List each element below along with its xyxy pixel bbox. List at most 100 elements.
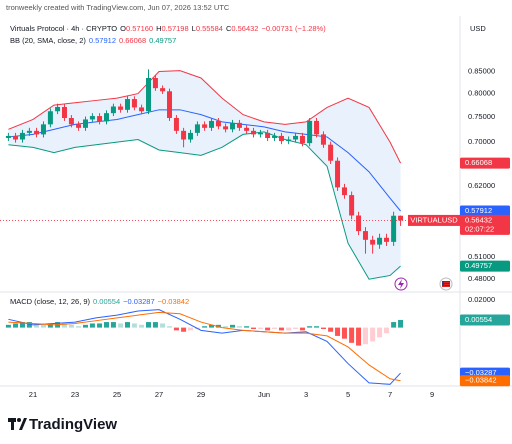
ohlc-key: H [156,24,162,33]
candle-body [97,116,103,122]
macd-label: −0.03842 [465,376,497,385]
histogram-bar [223,326,229,328]
histogram-bar [349,327,355,343]
macd-legend: MACD (close, 12, 26, 9) 0.00554 −0.03287−… [10,297,189,306]
bb-value: 0.66068 [119,36,147,45]
candle-body [209,120,215,128]
histogram-bar [257,327,263,329]
candle-body [68,117,74,125]
ohlc-value: 0.56432 [231,24,259,33]
histogram-bar [272,327,278,329]
candle-body [19,132,25,140]
histogram-bar [293,327,299,329]
candle-body [278,135,284,142]
candle-body [167,91,173,118]
y-tick-label: 0.02000 [468,295,495,304]
symbol-legend: Virtuals Protocol · 4h · CRYPTO O 0.57160… [10,24,326,33]
candle-body [272,135,278,138]
candle-body [26,130,32,133]
candle-body [55,106,61,112]
bb-label: 0.49757 [465,261,492,270]
histogram-bar [167,326,173,328]
histogram-bar [202,326,208,328]
histogram-bar [299,327,305,331]
last-price-label: 0.56432 [465,215,492,224]
histogram-bar [370,327,376,342]
histogram-bar [383,327,389,334]
candle-body [265,132,271,138]
histogram-bar [209,324,215,328]
candle-body [349,195,355,216]
y-tick-label: 0.85000 [468,67,495,76]
symbol-tag: VIRTUALUSD [410,215,458,224]
candle-body [314,120,320,135]
indicator-title: BB (20, SMA, close, 2) [10,36,86,45]
candle-body [103,113,109,122]
countdown: 02:07:22 [465,224,494,233]
histogram-bar [278,327,284,331]
bb-box [460,260,510,272]
candle-body [370,239,376,245]
macd-line [8,311,401,382]
bb-legend: BB (20, SMA, close, 2) 0.57912 0.66068 0.4… [10,36,176,45]
histogram-bar [146,322,152,328]
y-tick-label: 0.80000 [468,89,495,98]
candle-body [131,99,137,108]
histogram-label: 0.00554 [465,315,492,324]
bb-line [8,70,402,164]
watermark-header: tronweekly created with TradingView.com,… [6,3,230,12]
histogram-bar [362,327,368,345]
histogram-box [460,314,510,326]
histogram-bar [139,324,145,328]
histogram-bar [314,326,320,328]
x-tick-label: 21 [29,390,37,399]
candle-body [76,124,82,128]
candle-body [110,106,116,114]
candle-body [391,215,397,242]
flash-icon [394,277,408,291]
histogram-bar [68,324,74,328]
macd-line [8,309,401,385]
histogram-bar [356,327,362,346]
footer-brand: TradingView [29,416,117,433]
y-tick-label: 0.48000 [468,274,495,283]
histogram-bar [103,322,109,328]
candle-body [328,144,334,161]
histogram-bar [152,322,158,328]
candle-body [341,187,347,196]
histogram-bar [251,327,257,329]
candle-body [82,119,88,128]
x-tick-label: 9 [430,390,434,399]
x-tick-label: 7 [388,390,392,399]
macd-value: −0.03842 [157,297,190,306]
histogram-bar [131,323,137,328]
histogram-bar [26,322,32,328]
candle-body [188,132,194,140]
candle-body [362,231,368,240]
candle-body [173,117,179,131]
histogram-bar [335,327,341,336]
histogram-bar [236,326,242,328]
histogram-bar [265,327,271,331]
candle-body [356,215,362,232]
y-tick-label: 0.51000 [468,252,495,261]
bb-label: 0.57912 [465,206,492,215]
symbol-title: Virtuals Protocol · 4h · CRYPTO [10,24,118,33]
candle-body [194,124,200,133]
histogram-bar [173,327,179,331]
x-tick-label: Jun [258,390,270,399]
ohlc-value: 0.57160 [125,24,154,33]
x-tick-label: 29 [197,390,205,399]
bb-line [8,131,401,280]
candle-body [244,127,250,131]
histogram-bar [5,324,11,328]
histogram-bar [34,323,40,328]
candle-body [34,130,40,135]
bb-value: 0.49757 [149,36,177,45]
macd-value: −0.03287 [123,297,155,306]
histogram-bar [19,322,25,328]
histogram-bar [377,327,383,338]
candle-body [13,135,19,140]
